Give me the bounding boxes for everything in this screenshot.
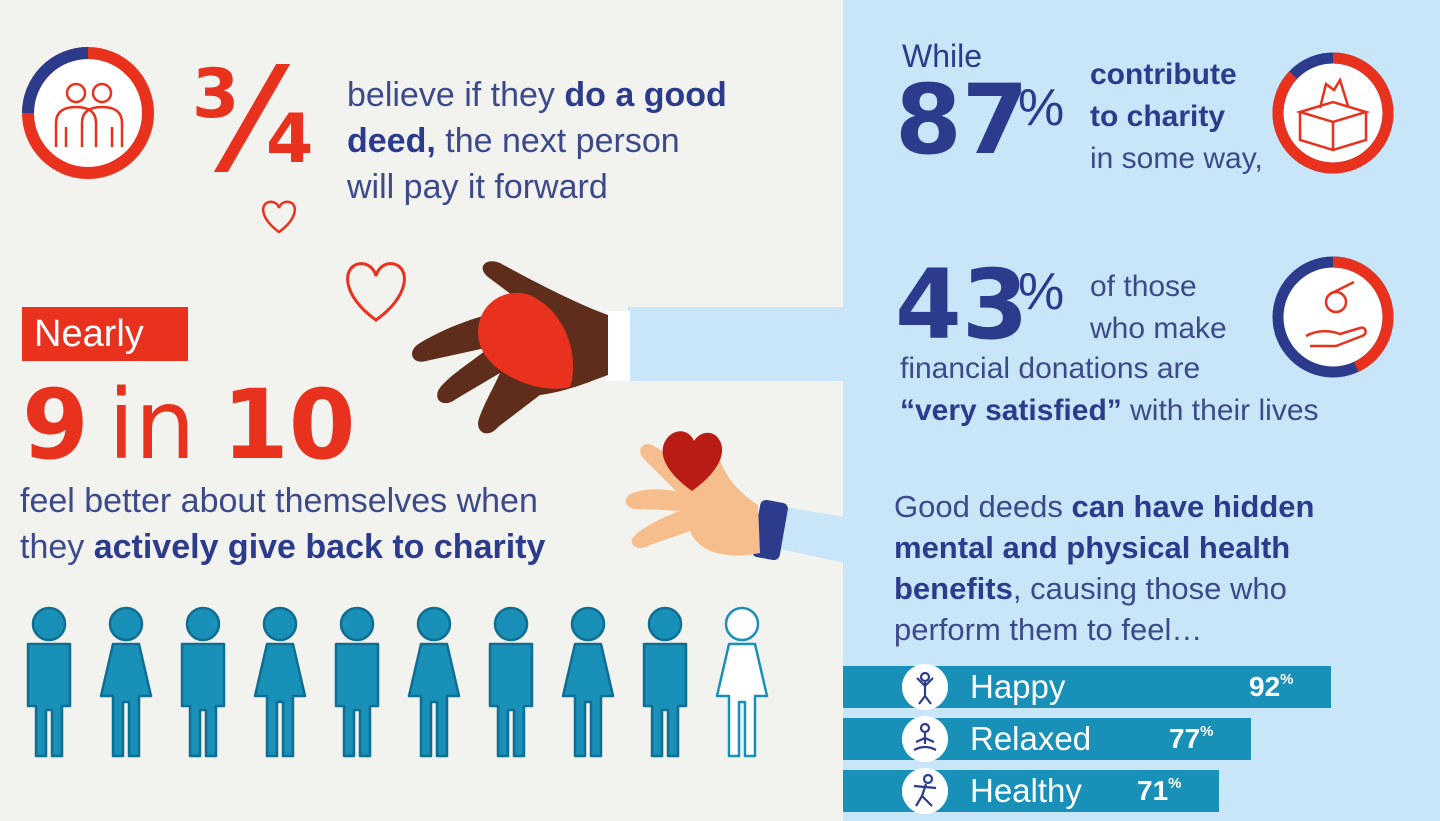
stat-87-bold-1: contribute: [1090, 58, 1237, 91]
fraction-bold-1: do a good: [564, 76, 727, 114]
bar-value: 71%: [1137, 770, 1182, 812]
person-filled-icon: [334, 606, 380, 758]
nine-in-ten-description: feel better about themselves when they a…: [20, 478, 640, 570]
fraction-bold-2: deed,: [347, 122, 436, 160]
meditation-icon: [902, 716, 948, 762]
health-bold-1: can have hidden: [1071, 489, 1315, 524]
nine-bold: actively give back to charity: [93, 528, 546, 566]
hand-coin-icon: [1305, 280, 1367, 348]
bar-value-unit: %: [1168, 775, 1182, 792]
exercise-icon: [902, 768, 948, 814]
bar-value: 92%: [1249, 666, 1294, 708]
stat-43-value: 43: [895, 249, 1029, 361]
while-label: While: [902, 38, 983, 74]
health-description: Good deeds can have hidden mental and ph…: [894, 486, 1314, 650]
bar-label: Happy: [970, 668, 1066, 705]
big-heart-icon: [478, 292, 574, 389]
bar-value-unit: %: [1200, 723, 1214, 740]
large-heart-outline-icon: [346, 262, 406, 322]
bar-value-number: 92: [1249, 671, 1281, 702]
stat-43-text-1: of those: [1090, 270, 1197, 303]
health-text-2: , causing those who: [1012, 571, 1287, 606]
person-outline-icon: [715, 606, 769, 758]
fraction-text-2: the next person: [435, 122, 680, 160]
stat-43-text-3: financial donations are: [900, 352, 1201, 385]
bar-value-number: 77: [1169, 723, 1201, 754]
fraction-description: believe if they do a good deed, the next…: [347, 72, 807, 210]
ring-43-fill: [1272, 256, 1394, 378]
person-filled-icon: [180, 606, 226, 758]
stat-43-bold: “very satisfied”: [900, 394, 1122, 427]
gift-ring: [1272, 52, 1394, 174]
stat-87-value: 87: [895, 64, 1029, 176]
person-filled-icon: [99, 606, 153, 758]
giving-hand-icon: [412, 261, 845, 434]
fraction-numerator: 3: [192, 55, 240, 134]
person-filled-icon: [253, 606, 307, 758]
hands-illustration: [412, 261, 845, 563]
stat-87-description: contribute to charity in some way,: [1090, 54, 1263, 180]
stat-87-text: in some way,: [1090, 142, 1263, 175]
hugging-people-icon: [54, 82, 124, 147]
donation-ring: [1272, 256, 1394, 378]
in-word: in: [108, 369, 196, 481]
stat-43-desc-bottom: financial donations are “very satisfied”…: [900, 348, 1319, 432]
stat-43-desc-top: of those who make: [1090, 266, 1227, 350]
person-filled-icon: [642, 606, 688, 758]
nine-text-2: they: [20, 528, 94, 566]
health-text-3: perform them to feel…: [894, 612, 1203, 647]
light-hand: [625, 443, 760, 556]
bar-label: Relaxed: [970, 720, 1092, 757]
happy-person-icon: [902, 664, 948, 710]
shirt-cuff: [606, 311, 630, 381]
fraction-text-1: believe if they: [347, 76, 565, 114]
ring-87-fill: [1272, 52, 1394, 174]
person-filled-icon: [561, 606, 615, 758]
bar-value-unit: %: [1280, 671, 1294, 688]
nearly-tag: Nearly: [34, 313, 144, 355]
health-bold-2: mental and physical health: [894, 530, 1291, 565]
ring-quarter: [22, 47, 89, 114]
stat-43-text-4: with their lives: [1121, 394, 1319, 427]
ten-number: 10: [222, 369, 356, 481]
health-bold-3: benefits: [894, 571, 1013, 606]
fraction-text-3: will pay it forward: [347, 168, 608, 206]
family-ring: [22, 47, 154, 179]
fraction-denominator: 4: [266, 100, 314, 179]
sleeve-top: [628, 307, 845, 381]
small-heart-icon: [662, 431, 723, 491]
bar-label: Healthy: [970, 772, 1082, 809]
wrist-cuff: [752, 499, 788, 561]
donation-box-icon: [1295, 76, 1371, 152]
health-text-1: Good deeds: [894, 489, 1072, 524]
person-filled-icon: [407, 606, 461, 758]
stat-87-bold-2: to charity: [1090, 100, 1226, 133]
nine-text-1: feel better about themselves when: [20, 482, 538, 520]
stat-87-unit: %: [1018, 79, 1065, 137]
bar-value: 77%: [1169, 718, 1214, 760]
nine-number: 9: [22, 369, 89, 481]
sleeve-bottom: [780, 507, 845, 563]
stat-43-unit: %: [1018, 263, 1065, 321]
bar-value-number: 71: [1137, 775, 1169, 806]
small-heart-outline-icon: [261, 200, 297, 234]
person-filled-icon: [26, 606, 72, 758]
nearly-tag-box: [22, 307, 188, 361]
receiving-hand-icon: [625, 431, 845, 563]
person-filled-icon: [488, 606, 534, 758]
stat-43-text-2: who make: [1090, 312, 1227, 345]
